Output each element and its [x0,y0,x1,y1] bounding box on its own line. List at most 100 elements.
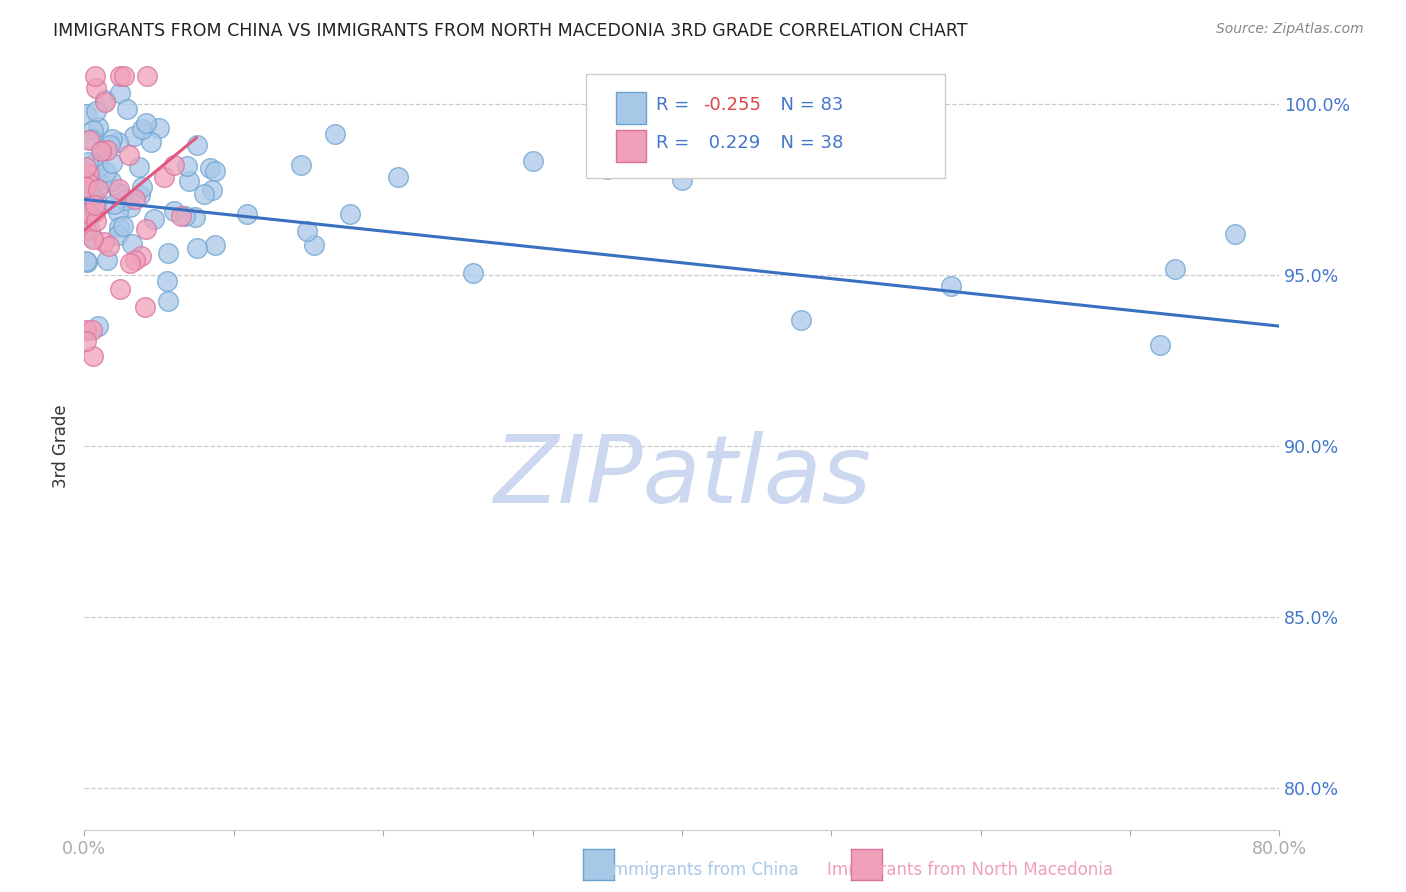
Point [87,182,110,196]
Point [302,237,325,252]
Point [82,123,104,137]
Point [101,132,124,146]
Point [87,319,110,334]
Point [108,182,131,196]
Point [186,241,208,255]
Text: N = 38: N = 38 [769,134,844,152]
Point [121,236,143,251]
Point [596,162,619,177]
Point [114,193,136,207]
Point [82,157,104,171]
Point [77,189,100,203]
Point [75,180,97,194]
Point [86,195,108,210]
Text: -0.255: -0.255 [703,95,762,113]
Point [112,69,135,83]
Text: Immigrants from North Macedonia: Immigrants from North Macedonia [827,861,1114,879]
Point [323,128,346,142]
Point [134,300,156,314]
Point [80,184,103,198]
Point [156,274,179,288]
Point [97,238,120,252]
Point [90,142,112,156]
Point [129,188,152,202]
Point [184,210,207,224]
Point [1164,261,1187,276]
Point [939,279,962,293]
Point [80,323,103,337]
Point [186,137,208,152]
Point [1223,227,1246,241]
Point [339,206,361,220]
Point [173,209,195,223]
Point [94,95,117,109]
Point [75,254,97,268]
Point [163,203,186,218]
Point [169,210,191,224]
Point [108,282,131,296]
Point [236,207,259,221]
Point [136,69,159,83]
Point [79,167,101,181]
Point [297,224,319,238]
Point [80,188,103,202]
Point [90,178,112,192]
Text: R =: R = [655,134,695,152]
Point [157,293,180,308]
Point [193,187,215,202]
Point [75,334,97,348]
FancyBboxPatch shape [616,130,647,162]
Point [108,87,131,101]
Point [148,121,170,136]
Point [75,323,97,337]
Point [80,132,103,146]
Point [75,107,97,121]
Point [87,160,110,174]
Point [79,223,101,237]
Text: Immigrants from China: Immigrants from China [607,861,799,879]
Point [107,227,129,242]
Point [77,177,100,191]
Point [100,174,122,188]
Point [103,197,125,211]
Point [84,214,107,228]
Text: ZIPatlas: ZIPatlas [494,431,870,522]
Point [93,235,115,250]
Point [87,120,110,135]
Point [120,200,142,214]
Point [75,223,97,237]
Point [96,252,118,267]
Point [111,219,134,234]
Point [118,148,141,162]
Point [387,169,409,184]
Point [107,186,129,200]
Text: N = 83: N = 83 [769,95,844,113]
Point [108,219,131,234]
Point [124,253,146,268]
Point [76,255,98,269]
Point [163,158,186,172]
Point [143,212,166,227]
Point [107,135,129,149]
Point [200,161,222,175]
Point [84,80,107,95]
Point [82,349,104,363]
Point [80,177,103,191]
Point [80,207,103,221]
FancyBboxPatch shape [586,74,945,178]
Point [75,186,97,201]
Point [204,164,226,178]
Point [124,192,146,206]
Point [118,255,141,269]
Point [76,160,98,174]
Point [110,69,132,83]
Point [522,153,544,168]
Point [100,156,122,170]
Point [98,138,121,153]
Point [76,184,98,198]
Point [135,222,157,236]
Point [461,266,484,280]
Point [83,69,105,83]
Point [131,180,153,194]
Point [94,165,117,179]
